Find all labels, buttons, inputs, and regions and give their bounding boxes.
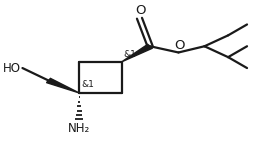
Text: HO: HO [3, 62, 21, 75]
Polygon shape [47, 78, 79, 93]
Text: &1: &1 [81, 80, 94, 89]
Text: O: O [135, 4, 146, 17]
Text: NH₂: NH₂ [68, 122, 90, 135]
Polygon shape [122, 44, 153, 62]
Text: O: O [174, 39, 185, 52]
Text: &1: &1 [124, 50, 136, 59]
